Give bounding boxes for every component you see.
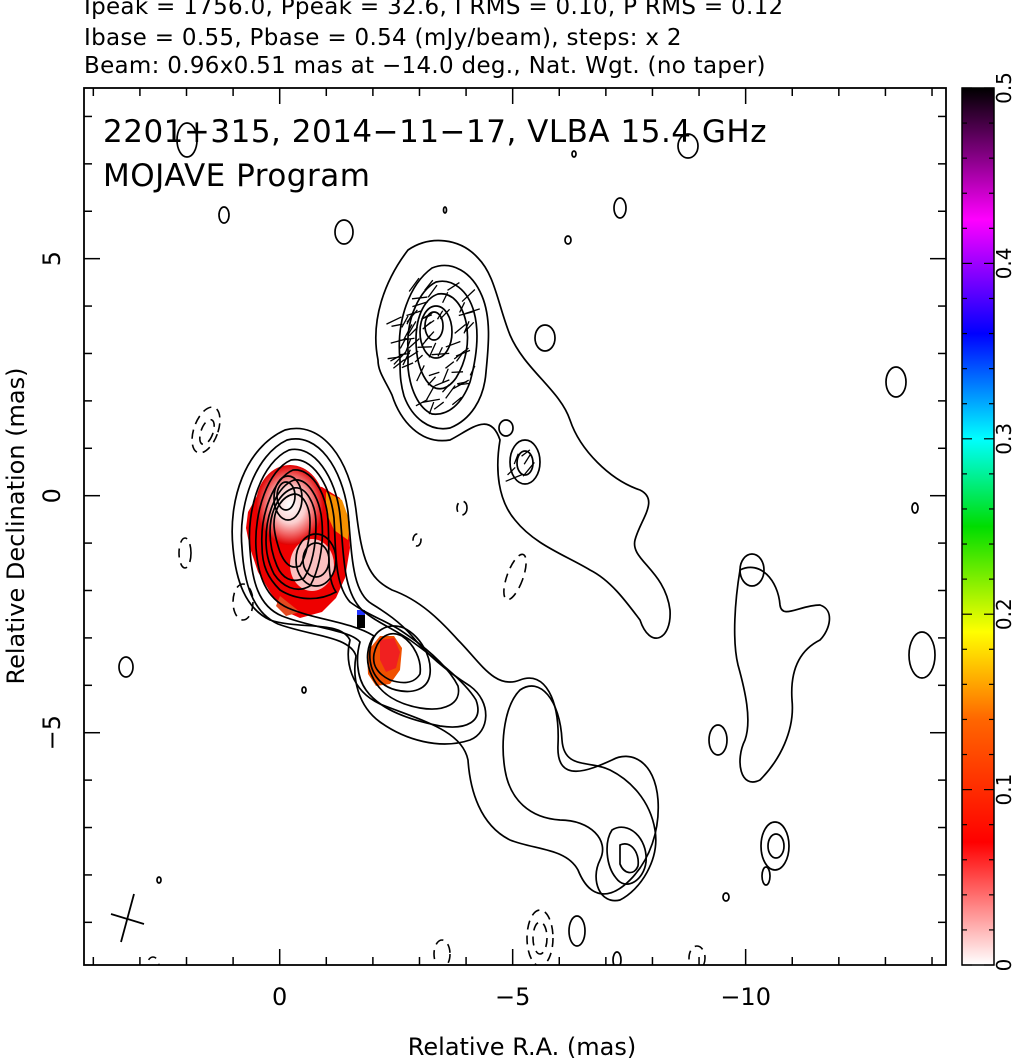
colorbar-tick-label: 0.2 (992, 598, 1016, 630)
x-tick-label: −5 (495, 983, 530, 1011)
x-tick-label: −10 (720, 983, 771, 1011)
evpa-tick (428, 371, 440, 377)
evpa-tick (445, 340, 461, 348)
evpa-tick (421, 334, 431, 347)
y-axis-label: Relative Declination (mas) (2, 367, 30, 684)
evpa-tick (445, 361, 455, 369)
x-tick-label: 0 (272, 983, 287, 1011)
evpa-tick (408, 338, 420, 349)
colorbar-frame (961, 87, 995, 966)
evpa-tick (454, 323, 466, 334)
evpa-tick (458, 310, 475, 317)
evpa-tick (406, 310, 422, 317)
evpa-tick (426, 385, 435, 400)
evpa-tick (391, 323, 403, 327)
evpa-tick (402, 349, 411, 366)
y-tick-label: 0 (38, 488, 66, 503)
evpa-tick (513, 453, 519, 465)
evpa-tick (433, 401, 445, 410)
beam-marker (110, 893, 145, 943)
evpa-tick (415, 399, 428, 407)
x-axis-label: Relative R.A. (mas) (408, 1033, 636, 1061)
evpa-tick (505, 474, 523, 482)
evpa-vectors (386, 277, 535, 482)
colorbar-tick-label: 0.1 (992, 774, 1016, 806)
evpa-tick (427, 284, 438, 298)
axis-tick-labels: 0 −5 −10 5 0 −5 (38, 251, 771, 1011)
header-line-2: Ibase = 0.55, Pbase = 0.54 (mJy/beam), s… (84, 25, 682, 51)
plot-title: 2201+315, 2014−11−17, VLBA 15.4 GHz (103, 114, 767, 150)
evpa-tick (412, 301, 429, 308)
evpa-tick (461, 289, 476, 303)
header-line-1: Ipeak = 1756.0, Ppeak = 32.6, I RMS = 0.… (84, 0, 784, 20)
evpa-tick (428, 342, 437, 358)
evpa-tick (422, 321, 432, 330)
axis-ticks (84, 88, 946, 965)
evpa-tick (399, 352, 410, 356)
plot-subtitle: MOJAVE Program (103, 158, 370, 194)
plot-frame (83, 87, 947, 966)
evpa-tick (445, 385, 456, 399)
evpa-tick (434, 379, 450, 387)
evpa-tick (521, 449, 531, 457)
negative-contours (146, 406, 706, 965)
evpa-tick (411, 296, 428, 300)
evpa-tick (439, 308, 451, 320)
colorbar-tick-label: 0 (992, 959, 1016, 972)
header-line-3: Beam: 0.96x0.51 mas at −14.0 deg., Nat. … (84, 53, 766, 79)
colorbar-tick-label: 0.3 (992, 423, 1016, 455)
evpa-tick (398, 337, 415, 342)
colorbar: 0 0.1 0.2 0.3 0.4 0.5 (961, 72, 1016, 971)
evpa-tick (442, 368, 449, 383)
evpa-tick (452, 379, 470, 390)
evpa-tick (451, 396, 462, 406)
evpa-tick (424, 279, 434, 291)
colorbar-tick-label: 0.4 (992, 247, 1016, 279)
colorbar-tick-labels: 0 0.1 0.2 0.3 0.4 0.5 (992, 72, 1016, 971)
evpa-tick (414, 354, 424, 363)
evpa-tick (422, 398, 440, 403)
colorbar-fill (962, 88, 994, 965)
evpa-tick (459, 302, 466, 313)
evpa-tick (407, 320, 417, 336)
evpa-tick (387, 356, 401, 360)
colorbar-ticks (962, 87, 994, 966)
evpa-tick (451, 371, 464, 374)
evpa-tick (447, 281, 460, 291)
evpa-tick (416, 365, 425, 382)
evpa-tick (464, 321, 475, 333)
evpa-tick (386, 316, 402, 325)
evpa-tick (421, 314, 433, 320)
evpa-tick (442, 291, 449, 304)
y-tick-label: 5 (38, 251, 66, 266)
evpa-tick (392, 359, 405, 369)
evpa-tick (427, 376, 437, 386)
evpa-tick (431, 352, 450, 356)
evpa-tick (408, 277, 420, 292)
evpa-tick (408, 326, 418, 337)
evpa-tick (404, 338, 412, 354)
evpa-tick (437, 346, 443, 357)
evpa-tick (403, 350, 419, 362)
evpa-tick (453, 347, 469, 360)
evpa-tick (522, 462, 535, 477)
evpa-tick (401, 362, 414, 369)
evpa-tick (406, 307, 416, 325)
colorbar-tick-label: 0.5 (992, 72, 1016, 104)
evpa-tick (428, 401, 435, 415)
evpa-tick (401, 315, 409, 328)
evpa-tick (523, 453, 532, 465)
y-tick-label: −5 (38, 715, 66, 750)
evpa-tick (507, 466, 516, 476)
evpa-tick (469, 365, 476, 376)
evpa-tick (436, 310, 444, 320)
evpa-tick (441, 384, 450, 393)
evpa-tick (403, 324, 413, 340)
stokes-i-contours (118, 122, 936, 965)
